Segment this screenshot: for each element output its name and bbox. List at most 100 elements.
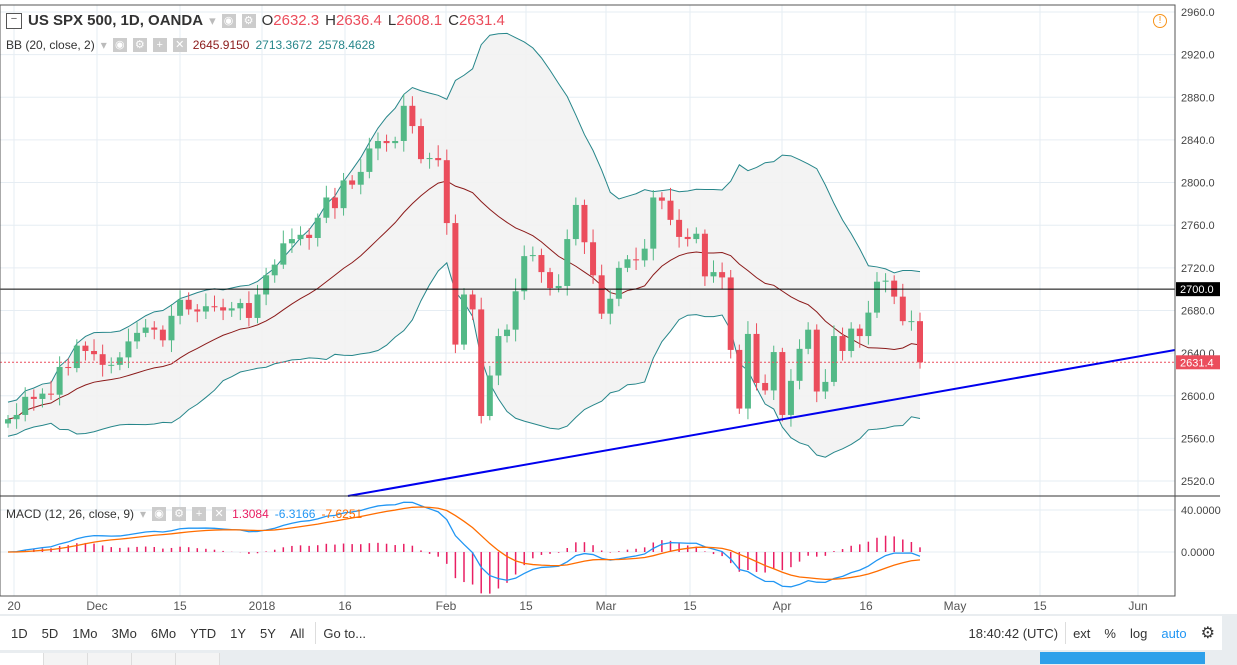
time-tick: Jun [1128, 599, 1147, 613]
candle-body [736, 349, 743, 409]
candle-body [400, 105, 407, 141]
candle-body [297, 234, 304, 240]
chevron-down-icon[interactable]: ▾ [100, 38, 107, 52]
range-1d[interactable]: 1D [11, 625, 28, 641]
auto-toggle[interactable]: auto [1161, 625, 1187, 641]
macd-tick: 40.0000 [1181, 505, 1221, 517]
candle-body [211, 306, 218, 308]
alert-icon[interactable]: ! [1153, 14, 1167, 28]
candle-body [598, 275, 605, 314]
candle-body [357, 171, 364, 185]
chevron-down-icon[interactable]: ▾ [209, 12, 216, 28]
candle-body [5, 419, 11, 424]
plus-icon[interactable]: + [192, 507, 207, 521]
plus-icon[interactable]: + [152, 38, 167, 52]
candle-body [693, 233, 700, 240]
price-tick: 2560.0 [1181, 433, 1215, 445]
settings-gear-icon[interactable]: ⚙ [1200, 625, 1215, 642]
price-tick: 2680.0 [1181, 305, 1215, 317]
range-ytd[interactable]: YTD [190, 625, 217, 641]
macd-tick: 0.0000 [1181, 547, 1215, 559]
candle-body [744, 333, 751, 409]
candle-body [228, 308, 235, 311]
candle-body [271, 264, 278, 276]
time-tick: Feb [436, 599, 457, 613]
bb-upper-value: 2713.3672 [255, 38, 313, 52]
time-tick: Apr [773, 599, 792, 613]
range-6mo[interactable]: 6Mo [150, 625, 177, 641]
open-value: 2632.3 [273, 12, 320, 29]
candle-body [701, 233, 708, 277]
candle-body [116, 357, 123, 365]
candle-body [237, 303, 244, 309]
candle-body [452, 223, 459, 345]
eye-icon[interactable]: ◉ [112, 38, 127, 52]
blue-action-button[interactable] [1040, 652, 1205, 664]
trend-line [347, 349, 1176, 497]
candle-body [323, 197, 330, 218]
candle-body [667, 200, 674, 220]
candle-body [590, 242, 597, 276]
candle-body [813, 329, 820, 392]
candle-body [108, 364, 115, 366]
candle-body [134, 332, 141, 342]
chart-canvas[interactable]: 20 Dec 15 2018 16 Feb 15 Mar 15 Apr 16 May 15 Jun 2960… [0, 0, 1237, 614]
range-5d[interactable]: 5D [41, 625, 59, 641]
candle-body [263, 275, 270, 295]
bottom-toolbar: 1D 5D 1Mo 3Mo 6Mo YTD 1Y 5Y All Go to... 18:40:4… [0, 616, 1222, 650]
candle-body [908, 321, 915, 323]
bb-label[interactable]: BB (20, close, 2) [6, 38, 95, 52]
percent-toggle[interactable]: % [1104, 625, 1116, 641]
candle-body [615, 267, 622, 299]
candle-body [555, 285, 562, 289]
candle-body [787, 380, 794, 415]
low-value: 2608.1 [396, 12, 443, 29]
candle-body [220, 307, 227, 311]
candle-body [891, 280, 898, 297]
candle-body [177, 299, 184, 316]
price-tick: 2800.0 [1181, 178, 1215, 190]
range-1mo[interactable]: 1Mo [72, 625, 98, 641]
candle-body [426, 158, 433, 160]
range-1y[interactable]: 1Y [230, 625, 247, 641]
time-tick: 15 [1033, 599, 1047, 613]
range-5y[interactable]: 5Y [260, 625, 276, 641]
chart-area[interactable]: 20 Dec 15 2018 16 Feb 15 Mar 15 Apr 16 May 15 Jun 2960… [0, 0, 1237, 614]
candle-body [873, 281, 880, 313]
eye-icon[interactable]: ◉ [152, 507, 167, 521]
price-tick: 2920.0 [1181, 50, 1215, 62]
candle-body [349, 180, 356, 185]
close-icon[interactable]: ✕ [212, 507, 227, 521]
candle-body [314, 217, 321, 238]
candle-body [658, 197, 665, 201]
candle-body [22, 396, 29, 415]
collapse-icon[interactable]: − [6, 12, 22, 29]
symbol-title[interactable]: US SPX 500, 1D, OANDA [28, 12, 204, 29]
candle-body [779, 352, 786, 415]
gear-icon[interactable]: ⚙ [132, 38, 147, 52]
bottom-tabs[interactable] [0, 653, 220, 665]
close-icon[interactable]: ✕ [172, 38, 187, 52]
goto-button[interactable]: Go to... [323, 625, 367, 641]
log-toggle[interactable]: log [1129, 625, 1148, 641]
candle-body [564, 239, 571, 286]
signal-line [7, 506, 921, 581]
range-3mo[interactable]: 3Mo [111, 625, 137, 641]
price-tick: 2960.0 [1181, 7, 1215, 19]
symbol-legend: − US SPX 500, 1D, OANDA ▾ ◉ ⚙ O2632.3 H26… [6, 12, 505, 29]
gear-icon[interactable]: ⚙ [241, 13, 256, 28]
gear-icon[interactable]: ⚙ [172, 507, 187, 521]
bb-upper-line [7, 32, 921, 403]
ext-toggle[interactable]: ext [1073, 625, 1091, 641]
chevron-down-icon[interactable]: ▾ [140, 507, 147, 521]
candle-body [392, 140, 399, 144]
candle-body [753, 333, 760, 383]
eye-icon[interactable]: ◉ [221, 13, 236, 28]
candle-body [91, 350, 98, 355]
candle-body [142, 327, 149, 333]
candle-body [331, 197, 338, 209]
bb-legend: BB (20, close, 2) ▾ ◉ ⚙ + ✕ 2645.9150 2713.3… [6, 38, 375, 52]
macd-label[interactable]: MACD (12, 26, close, 9) [6, 507, 135, 521]
candle-body [547, 272, 554, 289]
range-all[interactable]: All [289, 625, 305, 641]
